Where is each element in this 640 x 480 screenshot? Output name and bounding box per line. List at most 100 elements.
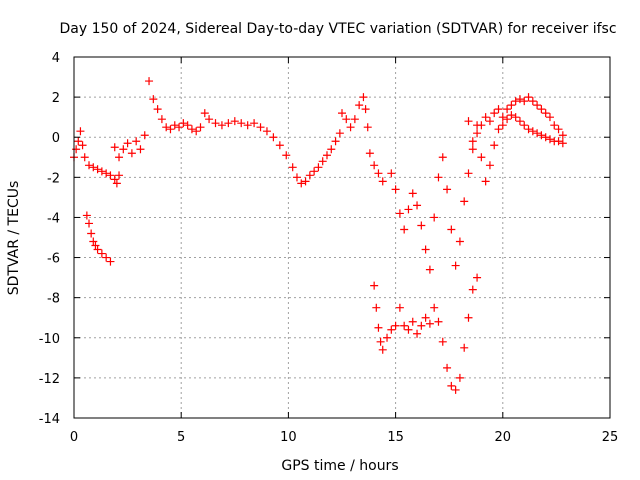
data-point <box>438 337 447 346</box>
data-point <box>359 93 368 102</box>
data-point <box>119 145 128 154</box>
data-point <box>413 201 422 210</box>
data-point <box>545 113 554 122</box>
data-point <box>102 253 111 262</box>
data-point <box>179 119 188 128</box>
data-point <box>545 135 554 144</box>
data-point <box>342 115 351 124</box>
data-point <box>400 321 409 330</box>
data-point <box>275 141 284 150</box>
data-point <box>256 123 265 132</box>
data-point <box>370 161 379 170</box>
data-point <box>110 175 119 184</box>
data-point <box>132 137 141 146</box>
data-point <box>331 137 340 146</box>
data-point <box>372 303 381 312</box>
data-point <box>468 145 477 154</box>
data-point <box>376 337 385 346</box>
data-point <box>250 119 259 128</box>
data-point <box>464 313 473 322</box>
data-point <box>85 219 94 228</box>
data-point <box>93 165 102 174</box>
data-point <box>157 115 166 124</box>
x-tick-label: 25 <box>602 430 619 445</box>
data-point <box>468 285 477 294</box>
data-point <box>511 97 520 106</box>
data-point <box>558 131 567 140</box>
y-axis-label: SDTVAR / TECUs <box>6 181 22 296</box>
data-point <box>350 115 359 124</box>
data-point <box>292 173 301 182</box>
y-tick-label: -8 <box>47 292 60 307</box>
data-point <box>85 161 94 170</box>
data-point <box>80 153 89 162</box>
data-point <box>447 225 456 234</box>
data-point <box>269 133 278 142</box>
data-point <box>391 185 400 194</box>
data-point <box>217 121 226 130</box>
data-point <box>361 105 370 114</box>
data-point <box>395 303 404 312</box>
data-point <box>460 197 469 206</box>
data-point <box>481 113 490 122</box>
data-point <box>451 385 460 394</box>
data-point <box>391 321 400 330</box>
data-point <box>127 149 136 158</box>
data-points <box>70 77 567 394</box>
x-tick-label: 0 <box>70 430 78 445</box>
data-point <box>413 329 422 338</box>
data-point <box>310 167 319 176</box>
data-point <box>481 177 490 186</box>
data-point <box>485 117 494 126</box>
data-point <box>102 169 111 178</box>
x-tick-label: 10 <box>280 430 297 445</box>
data-point <box>82 211 91 220</box>
data-point <box>136 145 145 154</box>
data-point <box>166 125 175 134</box>
data-point <box>374 323 383 332</box>
data-point <box>149 95 158 104</box>
y-tick-label: -12 <box>39 372 60 387</box>
data-point <box>507 111 516 120</box>
data-point <box>106 171 115 180</box>
x-tick-label: 5 <box>177 430 185 445</box>
data-point <box>494 105 503 114</box>
data-point <box>404 205 413 214</box>
data-point <box>78 141 87 150</box>
data-point <box>145 77 154 86</box>
data-point <box>301 177 310 186</box>
data-point <box>370 281 379 290</box>
data-point <box>438 153 447 162</box>
data-point <box>503 105 512 114</box>
data-point <box>115 171 124 180</box>
data-point <box>528 97 537 106</box>
data-point <box>387 325 396 334</box>
data-point <box>196 123 205 132</box>
data-point <box>503 115 512 124</box>
data-point <box>314 163 323 172</box>
data-point <box>430 213 439 222</box>
data-point <box>211 119 220 128</box>
data-point <box>417 321 426 330</box>
data-point <box>322 151 331 160</box>
data-point <box>192 127 201 136</box>
data-point <box>425 319 434 328</box>
data-point <box>528 127 537 136</box>
data-point <box>430 303 439 312</box>
data-point <box>395 209 404 218</box>
data-point <box>87 229 96 238</box>
data-point <box>335 129 344 138</box>
data-point <box>123 139 132 148</box>
data-point <box>417 221 426 230</box>
data-point <box>153 105 162 114</box>
data-point <box>175 123 184 132</box>
data-point <box>110 143 119 152</box>
data-point <box>421 313 430 322</box>
data-point <box>89 163 98 172</box>
data-point <box>76 127 85 136</box>
data-point <box>224 119 233 128</box>
data-point <box>494 125 503 134</box>
data-point <box>554 125 563 134</box>
data-point <box>455 237 464 246</box>
